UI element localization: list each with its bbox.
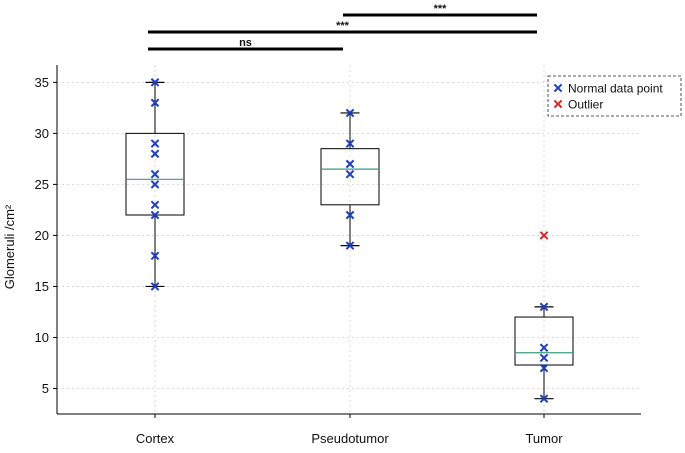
data-point [150,78,160,87]
marker-stroke [150,251,160,261]
data-point [539,353,549,363]
y-tick-label: 35 [35,75,49,90]
legend: Normal data point Outlier [547,75,682,117]
category-label: Tumor [525,431,563,446]
data-point [150,169,160,179]
significance-label: ns [239,37,252,49]
grid-lines [57,65,641,414]
data-point [345,108,355,118]
category-label: Cortex [136,431,175,446]
y-axis-title: Glomeruli /cm² [2,204,17,289]
data-point [150,200,160,210]
data-point [345,159,355,169]
marker-stroke [539,394,549,404]
y-tick-label: 5 [42,381,49,396]
marker-stroke [150,139,160,148]
marker-stroke [345,159,355,169]
marker-stroke [150,169,160,179]
marker-stroke [539,343,549,352]
legend-marker-1 [553,99,563,109]
data-point [150,98,160,108]
marker-stroke [345,241,355,250]
outlier-point [539,231,549,240]
data-point [345,169,355,179]
marker-stroke [553,99,563,109]
legend-label: Normal data point [568,82,663,96]
data-point [150,139,160,148]
legend-label: Outlier [568,98,603,112]
data-point [539,302,549,312]
y-tick-label: 25 [35,177,49,192]
significance-label: *** [336,20,350,32]
category-label: Pseudotumor [311,431,389,446]
boxes [125,81,574,400]
data-point [345,210,355,220]
marker-stroke [345,169,355,179]
marker-stroke [150,149,160,159]
data-points [150,78,549,404]
legend-marker-0 [553,83,563,93]
data-point [539,394,549,404]
marker-stroke [150,78,160,87]
marker-stroke [150,282,160,291]
marker-stroke [539,231,549,240]
marker-stroke [539,363,549,373]
data-point [150,282,160,291]
data-point [150,149,160,159]
box-rect [320,148,380,206]
legend-box [547,75,682,117]
marker-stroke [539,353,549,363]
marker-stroke [553,83,563,93]
box-pseudotumor [320,112,380,247]
marker-stroke [150,200,160,210]
box-rect [514,316,574,366]
data-point [150,210,160,220]
data-point [539,343,549,352]
data-point [150,180,160,189]
marker-stroke [150,210,160,220]
significance-brackets: ns *** *** [148,3,537,51]
marker-stroke [150,98,160,108]
significance-label: *** [434,3,448,15]
marker-stroke [345,108,355,118]
data-point [150,251,160,261]
marker-stroke [345,210,355,220]
marker-stroke [539,302,549,312]
y-tick-label: 20 [35,228,49,243]
marker-stroke [345,139,355,148]
y-tick-label: 15 [35,279,49,294]
axes: 5 10 15 20 25 30 35 Cortex Pseudotumor Tumor [35,65,641,446]
data-point [345,139,355,148]
data-point [539,363,549,373]
marker-stroke [150,180,160,189]
data-point [345,241,355,250]
y-tick-label: 10 [35,330,49,345]
y-tick-label: 30 [35,126,49,141]
